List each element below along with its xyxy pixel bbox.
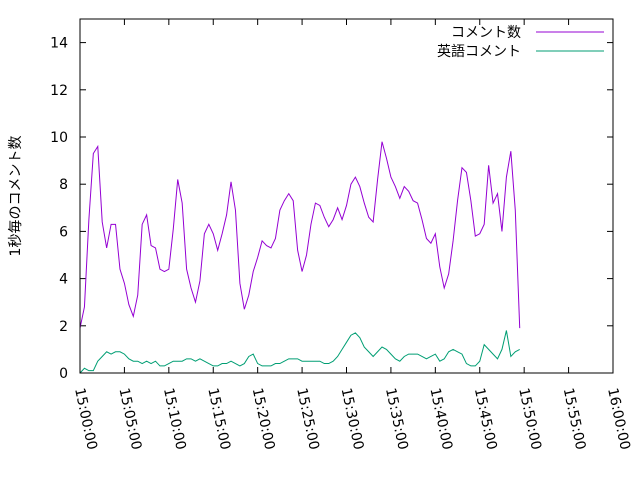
y-axis: 0 2 4 6 8 10 12 14 [50,36,613,382]
y-tick-label: 10 [50,130,68,146]
x-tick-label: 15:30:00 [338,387,367,452]
x-tick-label: 15:10:00 [160,387,189,452]
y-tick-label: 2 [59,319,68,335]
x-tick-label: 15:35:00 [382,387,411,452]
legend-label: 英語コメント [437,43,521,60]
x-tick-label: 15:40:00 [426,387,455,452]
y-tick-label: 12 [50,83,68,99]
y-tick-label: 6 [59,224,68,240]
plot-frame [79,18,614,374]
x-tick-label: 15:00:00 [71,387,100,452]
y-tick-label: 0 [59,366,68,382]
x-tick-label: 15:25:00 [293,387,322,452]
series-layer [79,141,521,374]
y-axis-label: 1秒毎のコメント数 [8,136,24,257]
x-tick-label: 16:00:00 [604,387,633,452]
series-line-1 [79,141,521,329]
y-tick-label: 8 [59,177,68,193]
y-tick-label: 14 [50,36,68,52]
legend-label: コメント数 [451,25,521,41]
x-axis: 15:00:00 15:05:00 15:10:00 15:15:00 15:20:00… [71,19,633,451]
x-tick-label: 15:15:00 [204,387,233,452]
y-tick-label: 4 [59,272,68,288]
x-tick-label: 15:05:00 [116,387,145,452]
x-tick-label: 15:45:00 [471,387,500,452]
x-tick-label: 15:55:00 [560,387,589,452]
x-tick-label: 15:20:00 [249,387,278,452]
x-tick-label: 15:50:00 [515,387,544,452]
series-line-2 [79,330,520,374]
